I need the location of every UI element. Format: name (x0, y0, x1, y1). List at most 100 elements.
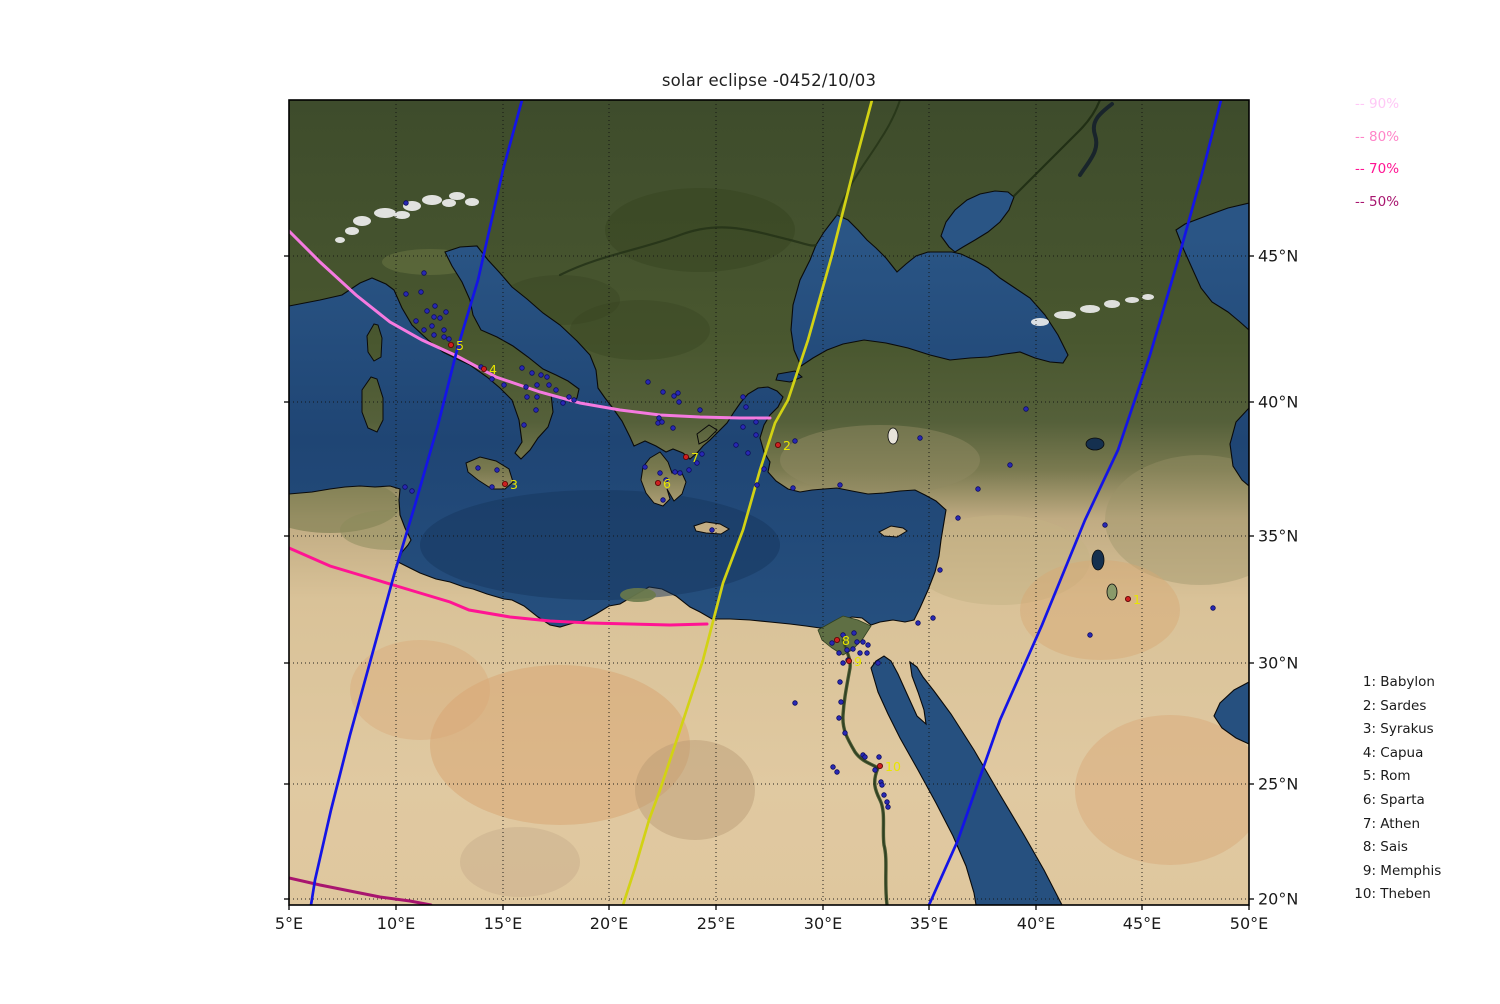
location-dot (421, 270, 427, 276)
city-number-label-syrakus: 3 (510, 477, 518, 492)
location-dot (745, 450, 751, 456)
red-sea (870, 655, 1063, 905)
city-number-label-rom: 5 (456, 338, 464, 353)
location-dot (402, 484, 408, 490)
city-legend-item-syrakus: 3: Syrakus (1352, 721, 1434, 737)
location-dot (660, 497, 666, 503)
location-dot (915, 620, 921, 626)
x-tick-label: 10°E (377, 914, 415, 933)
city-dot-theben (877, 763, 884, 770)
axis-ticks: 5°E 10°E 15°E 20°E 25°E 30°E 35°E 40°E 45°E 50°E 2… (275, 247, 1298, 934)
location-dot (844, 647, 850, 653)
city-number-label-theben: 10 (885, 759, 901, 774)
city-markers: 1 2 3 4 5 6 7 89 10 (447, 338, 1141, 774)
city-legend-name: Rom (1376, 768, 1411, 785)
city-legend-name: Sardes (1376, 697, 1427, 714)
location-dot (1023, 406, 1029, 412)
city-legend-number: 5: (1362, 768, 1376, 785)
x-tick-label: 40°E (1017, 914, 1055, 933)
location-dot (538, 372, 544, 378)
location-dot (403, 200, 409, 206)
location-dot (443, 309, 449, 315)
location-dot (837, 679, 843, 685)
location-dot (881, 792, 887, 798)
city-number-label-capua: 4 (489, 362, 497, 377)
location-dot (424, 308, 430, 314)
x-tick-label: 35°E (910, 914, 948, 933)
location-dot (571, 397, 577, 403)
location-dot (875, 660, 881, 666)
city-number-label-memphis: 9 (854, 654, 862, 669)
city-legend-name: Babylon (1376, 674, 1435, 690)
limit-line-west (309, 100, 524, 905)
city-legend-item-sparta: 6: Sparta (1352, 792, 1425, 808)
location-dot (489, 484, 495, 490)
observation-dots (402, 200, 1216, 810)
location-dot (790, 485, 796, 491)
deep-sea-shade (420, 490, 780, 600)
location-dot (862, 754, 868, 760)
location-dot (1210, 605, 1216, 611)
location-dot (864, 650, 870, 656)
location-dot (534, 394, 540, 400)
location-dot (521, 422, 527, 428)
location-dot (657, 470, 663, 476)
location-dot (441, 334, 447, 340)
city-number-label-babylon: 1 (1133, 592, 1141, 607)
location-dot (529, 370, 535, 376)
location-dot (872, 767, 878, 773)
city-number-label-athen: 7 (691, 450, 699, 465)
map-geography (289, 100, 1249, 905)
limit-line-east (927, 100, 1223, 905)
location-dot (429, 323, 435, 329)
location-dot (876, 754, 882, 760)
location-dot (534, 382, 540, 388)
city-number-label-sais: 8 (842, 633, 850, 648)
eclipse-path-lines (309, 100, 1223, 905)
magnitude-legend-item-50: -- 50% (1355, 193, 1400, 210)
persian-gulf (1213, 681, 1249, 745)
location-dot (446, 336, 452, 342)
grid-lines (289, 100, 1249, 905)
city-legend-name: Sais (1376, 839, 1408, 856)
city-legend-item-babylon: 1: Babylon (1352, 674, 1435, 690)
city-legend-item-sais: 8: Sais (1352, 839, 1408, 855)
lakes (887, 427, 1118, 601)
x-tick-label: 30°E (804, 914, 842, 933)
city-legend-number: 1: (1362, 674, 1376, 690)
location-dot (930, 615, 936, 621)
lake-tuz (887, 427, 899, 445)
city-legend-item-theben: 10: Theben (1352, 886, 1431, 902)
city-dot-memphis (846, 658, 853, 665)
location-dot (834, 769, 840, 775)
magnitude-contour-70 (289, 546, 709, 627)
y-tick-label: 40°N (1258, 393, 1298, 412)
corsica (366, 323, 383, 362)
nile-river-core (842, 639, 888, 905)
city-dot-sais (834, 637, 841, 644)
location-dot (523, 384, 529, 390)
city-dot-rom (447, 341, 454, 348)
city-legend-name: Memphis (1376, 862, 1442, 879)
city-legend-number: 3: (1362, 721, 1376, 738)
city-number-label-sparta: 6 (663, 476, 671, 491)
location-dot (792, 438, 798, 444)
location-dot (885, 804, 891, 810)
location-dot (494, 467, 500, 473)
magnitude-legend-item-70: -- 70% (1355, 161, 1400, 177)
location-dot (566, 394, 572, 400)
location-dot (672, 469, 678, 475)
location-dot (1087, 632, 1093, 638)
location-dot (675, 390, 681, 396)
location-dot (865, 642, 871, 648)
location-dot (553, 387, 559, 393)
city-legend-number: 4: (1362, 744, 1376, 761)
location-dot (792, 700, 798, 706)
location-dot (546, 382, 552, 388)
location-dot (854, 639, 860, 645)
location-dot (432, 303, 438, 309)
location-dot (836, 650, 842, 656)
location-dot (659, 419, 665, 425)
location-dot (544, 374, 550, 380)
location-dot (733, 442, 739, 448)
